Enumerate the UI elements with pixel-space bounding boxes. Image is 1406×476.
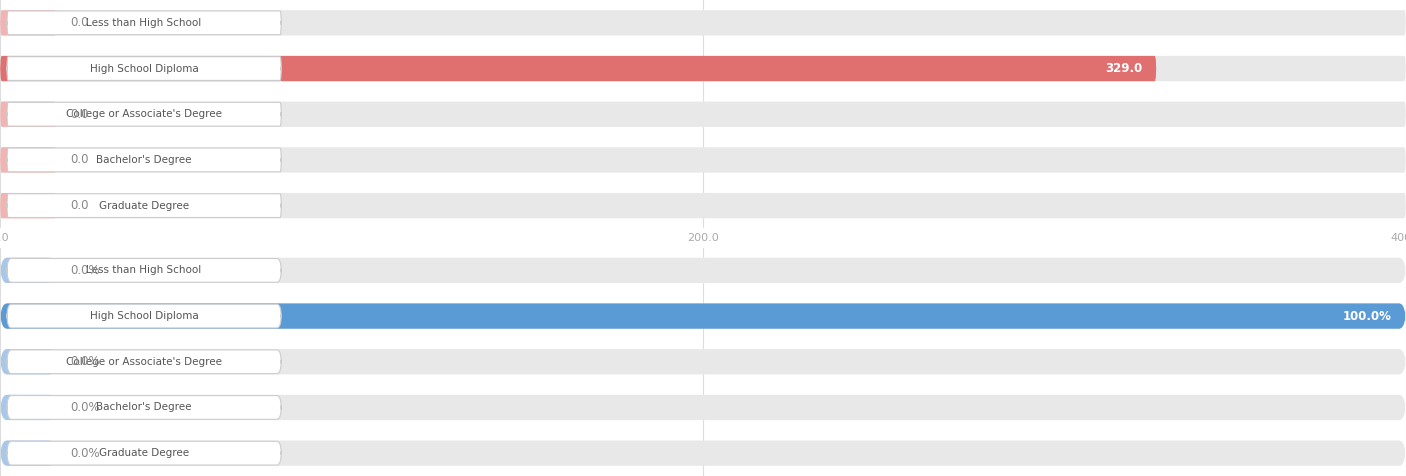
Text: Graduate Degree: Graduate Degree	[98, 200, 190, 211]
FancyBboxPatch shape	[0, 56, 1406, 81]
FancyBboxPatch shape	[7, 148, 281, 172]
FancyBboxPatch shape	[7, 258, 281, 282]
FancyBboxPatch shape	[0, 101, 56, 127]
Text: 100.0%: 100.0%	[1343, 309, 1392, 323]
FancyBboxPatch shape	[7, 350, 281, 374]
Text: 329.0: 329.0	[1105, 62, 1142, 75]
Text: Bachelor's Degree: Bachelor's Degree	[97, 155, 191, 165]
Text: College or Associate's Degree: College or Associate's Degree	[66, 109, 222, 119]
FancyBboxPatch shape	[7, 396, 281, 419]
FancyBboxPatch shape	[7, 102, 281, 126]
FancyBboxPatch shape	[0, 349, 1406, 375]
FancyBboxPatch shape	[0, 10, 1406, 36]
FancyBboxPatch shape	[7, 194, 281, 218]
Text: 0.0: 0.0	[70, 199, 89, 212]
FancyBboxPatch shape	[7, 441, 281, 465]
FancyBboxPatch shape	[0, 258, 56, 283]
Text: Graduate Degree: Graduate Degree	[98, 448, 190, 458]
FancyBboxPatch shape	[7, 304, 281, 328]
FancyBboxPatch shape	[0, 101, 1406, 127]
FancyBboxPatch shape	[0, 10, 56, 36]
Text: 0.0: 0.0	[70, 108, 89, 121]
Text: 0.0%: 0.0%	[70, 264, 100, 277]
FancyBboxPatch shape	[0, 193, 1406, 218]
Text: 0.0%: 0.0%	[70, 446, 100, 460]
Text: High School Diploma: High School Diploma	[90, 311, 198, 321]
Text: 0.0: 0.0	[70, 16, 89, 30]
Text: 0.0%: 0.0%	[70, 401, 100, 414]
FancyBboxPatch shape	[0, 349, 56, 375]
Text: 0.0%: 0.0%	[70, 355, 100, 368]
Text: 0.0: 0.0	[70, 153, 89, 167]
FancyBboxPatch shape	[0, 395, 1406, 420]
Text: Less than High School: Less than High School	[87, 18, 201, 28]
FancyBboxPatch shape	[0, 303, 1406, 329]
FancyBboxPatch shape	[7, 11, 281, 35]
Text: College or Associate's Degree: College or Associate's Degree	[66, 357, 222, 367]
Text: Bachelor's Degree: Bachelor's Degree	[97, 402, 191, 413]
FancyBboxPatch shape	[0, 147, 1406, 173]
FancyBboxPatch shape	[0, 56, 1157, 81]
FancyBboxPatch shape	[0, 147, 56, 173]
FancyBboxPatch shape	[0, 440, 56, 466]
Text: Less than High School: Less than High School	[87, 265, 201, 276]
FancyBboxPatch shape	[0, 193, 56, 218]
FancyBboxPatch shape	[0, 440, 1406, 466]
Text: High School Diploma: High School Diploma	[90, 63, 198, 74]
FancyBboxPatch shape	[0, 395, 56, 420]
FancyBboxPatch shape	[7, 57, 281, 80]
FancyBboxPatch shape	[0, 303, 1406, 329]
FancyBboxPatch shape	[0, 258, 1406, 283]
